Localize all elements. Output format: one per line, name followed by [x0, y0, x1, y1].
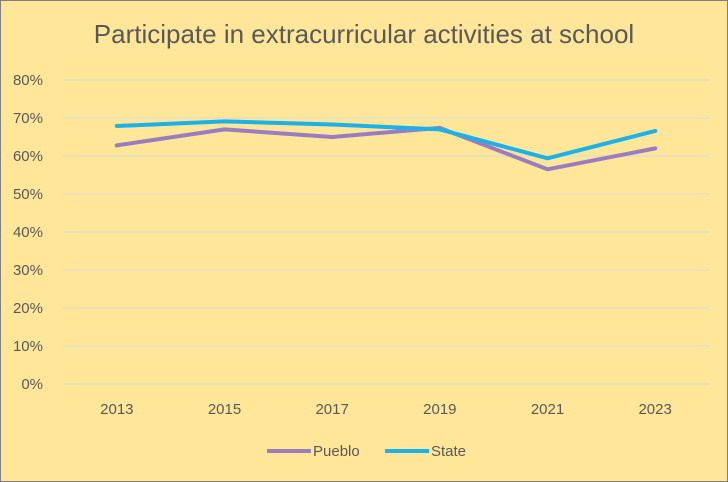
- y-tick-label: 30%: [13, 262, 43, 279]
- x-tick-label: 2013: [100, 401, 133, 418]
- y-tick-label: 0%: [21, 376, 43, 393]
- x-tick-label: 2023: [638, 401, 671, 418]
- legend: Pueblo State: [267, 443, 466, 460]
- y-tick-label: 20%: [13, 300, 43, 317]
- x-tick-label: 2021: [531, 401, 564, 418]
- series-line-pueblo: [114, 125, 658, 172]
- chart-title: Participate in extracurricular activitie…: [93, 19, 635, 49]
- y-tick-label: 80%: [13, 72, 43, 89]
- x-tick-label: 2015: [208, 401, 241, 418]
- x-axis-labels: 2013 2015 2017 2019 2021 2023: [100, 401, 672, 418]
- legend-label: State: [431, 443, 466, 460]
- series-line-state: [114, 119, 658, 161]
- y-tick-label: 10%: [13, 338, 43, 355]
- x-tick-label: 2017: [315, 401, 348, 418]
- series-lines: [114, 119, 658, 172]
- x-tick-label: 2019: [423, 401, 456, 418]
- y-tick-label: 70%: [13, 110, 43, 127]
- gridlines: [63, 79, 709, 385]
- y-tick-label: 40%: [13, 224, 43, 241]
- y-tick-label: 60%: [13, 148, 43, 165]
- legend-label: Pueblo: [313, 443, 360, 460]
- y-axis-labels: 0% 10% 20% 30% 40% 50% 60% 70% 80%: [13, 72, 43, 393]
- y-tick-label: 50%: [13, 186, 43, 203]
